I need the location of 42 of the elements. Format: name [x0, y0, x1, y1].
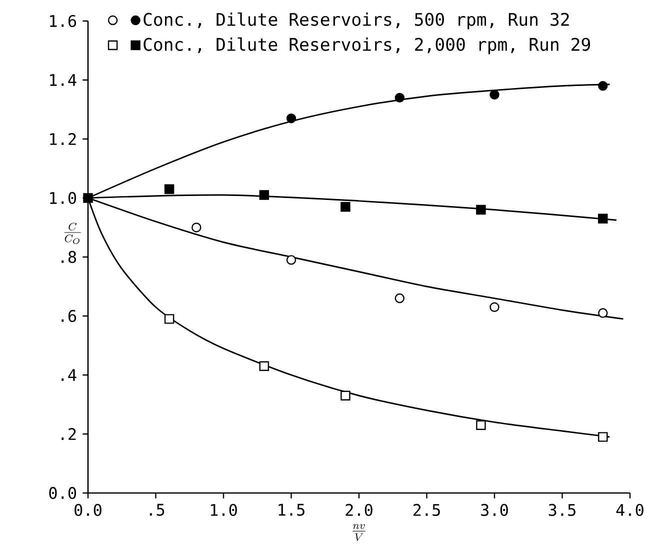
- y-tick-label: 1.4: [50, 74, 76, 86]
- x-tick-label: 1.5: [278, 504, 304, 516]
- y-tick-label: 1.6: [50, 14, 76, 28]
- point: [286, 113, 296, 124]
- point: [340, 390, 350, 401]
- point: [286, 255, 296, 265]
- y-tick-label: .6: [62, 310, 76, 322]
- x-tick-label: .5: [150, 504, 164, 516]
- y-tick-label: .4: [62, 369, 76, 381]
- x-axis-title: $\frac{nv}{V}$: [352, 524, 366, 541]
- x-tick-label: 4.0: [616, 504, 644, 516]
- y-tick-label: 1.2: [50, 133, 76, 145]
- point: [259, 361, 270, 372]
- point: [476, 204, 486, 215]
- y-axis-title: $\frac{C}{C_O}$: [64, 222, 81, 244]
- x-tick-label: 0.0: [74, 504, 102, 516]
- x-tick-label: 2.5: [413, 504, 440, 516]
- x-tick-label: 3.0: [481, 504, 508, 516]
- point: [192, 222, 202, 232]
- point: [490, 302, 500, 312]
- x-tick-label: 3.5: [548, 504, 576, 516]
- point: [490, 90, 500, 100]
- y-tick-label: 0.0: [49, 486, 76, 500]
- point: [83, 193, 93, 203]
- y-tick-label: .2: [62, 428, 76, 440]
- point: [394, 92, 405, 103]
- x-tick-label: 2.0: [346, 504, 372, 516]
- point: [394, 293, 405, 304]
- legend-label: Conc., Dilute Reservoirs, 2,000 rpm, Run 29: [144, 37, 590, 54]
- y-tick-label: .8: [62, 250, 76, 264]
- point: [598, 308, 608, 318]
- point: [476, 420, 486, 430]
- y-tick-label: 1.0: [50, 192, 76, 204]
- point: [340, 202, 350, 212]
- x-tick-label: 1.0: [210, 504, 237, 516]
- legend-label: Conc., Dilute Reservoirs, 500 rpm, Run 32: [144, 12, 569, 30]
- point: [598, 214, 608, 224]
- point: [259, 190, 270, 200]
- point: [598, 81, 608, 91]
- point: [598, 432, 608, 442]
- point: [164, 314, 174, 324]
- point: [164, 184, 174, 194]
